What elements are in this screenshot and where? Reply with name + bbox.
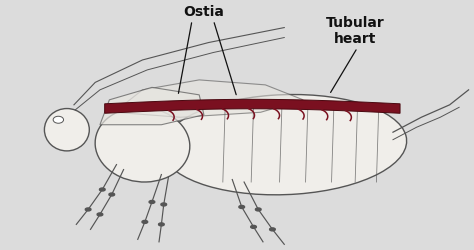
Ellipse shape xyxy=(95,108,190,182)
Circle shape xyxy=(85,208,91,211)
Circle shape xyxy=(161,203,166,206)
Polygon shape xyxy=(114,80,303,118)
Circle shape xyxy=(251,226,256,228)
Circle shape xyxy=(97,213,103,216)
Circle shape xyxy=(255,208,261,211)
Circle shape xyxy=(239,206,245,208)
Text: Tubular
heart: Tubular heart xyxy=(326,16,384,46)
Circle shape xyxy=(100,188,105,191)
Circle shape xyxy=(270,228,275,231)
Ellipse shape xyxy=(45,109,89,151)
Circle shape xyxy=(142,220,148,224)
Polygon shape xyxy=(100,88,204,125)
Circle shape xyxy=(109,193,115,196)
Circle shape xyxy=(158,223,164,226)
Polygon shape xyxy=(105,100,400,114)
Ellipse shape xyxy=(53,117,64,124)
Text: Ostia: Ostia xyxy=(183,4,224,18)
Circle shape xyxy=(149,201,155,204)
Ellipse shape xyxy=(162,95,407,195)
